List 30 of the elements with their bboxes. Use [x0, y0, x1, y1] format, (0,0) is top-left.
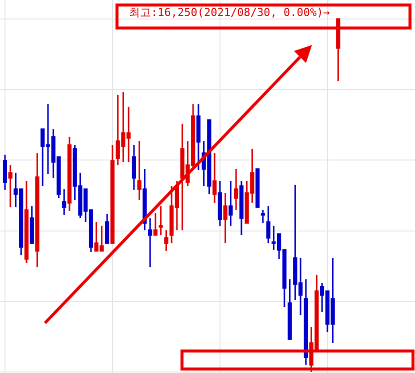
candlestick — [239, 180, 244, 236]
candlestick — [62, 188, 66, 216]
candlestick — [212, 152, 217, 204]
candlestick — [164, 229, 168, 252]
candlestick — [158, 205, 163, 236]
candlestick — [266, 205, 270, 244]
candlestick — [110, 144, 115, 244]
candlestick — [2, 154, 8, 191]
candlestick — [8, 164, 12, 208]
candlestick — [153, 212, 158, 236]
candlestick — [24, 180, 29, 264]
candlestick — [288, 278, 292, 340]
candlestick — [304, 278, 308, 366]
candlestick — [218, 180, 222, 227]
candlestick — [223, 192, 228, 244]
candlestick — [196, 103, 201, 171]
candlestick — [137, 140, 142, 201]
text: 최고:16,250(2021/08/30, 0.00%)→ — [129, 6, 330, 19]
candlestick — [67, 136, 72, 212]
candlestick — [105, 213, 110, 244]
candlestick — [234, 168, 238, 211]
candlestick — [132, 144, 136, 191]
candlestick — [30, 205, 34, 244]
candlestick — [260, 209, 265, 224]
candlestick — [336, 18, 340, 82]
candlestick — [35, 152, 40, 268]
candlestick — [148, 217, 152, 268]
candlestick — [255, 168, 260, 208]
candlestick — [142, 168, 147, 231]
candlestick — [228, 180, 233, 227]
